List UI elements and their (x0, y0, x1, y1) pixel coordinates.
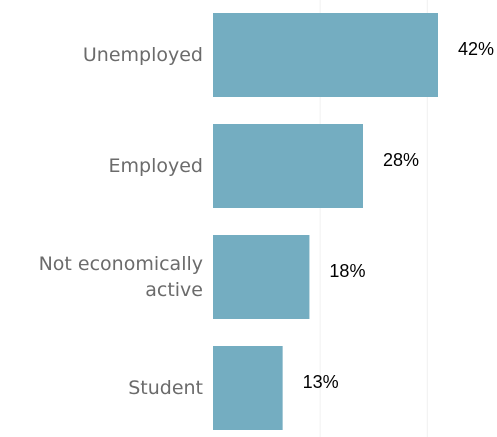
value-label: 18% (329, 261, 365, 281)
category-label: Employed (109, 155, 203, 177)
bar (213, 124, 363, 208)
value-label: 42% (458, 39, 494, 59)
category-label: Student (128, 377, 203, 399)
bar (213, 13, 438, 97)
value-labels: 42% 28% 18% 13% (303, 39, 494, 392)
bar (213, 346, 283, 430)
value-label: 28% (383, 150, 419, 170)
category-label: Not economically active (39, 253, 203, 301)
category-label: Unemployed (83, 44, 203, 66)
category-labels: Unemployed Employed Not economically active… (39, 44, 203, 399)
bar (213, 235, 310, 319)
bars (213, 13, 438, 430)
value-label: 13% (303, 372, 339, 392)
